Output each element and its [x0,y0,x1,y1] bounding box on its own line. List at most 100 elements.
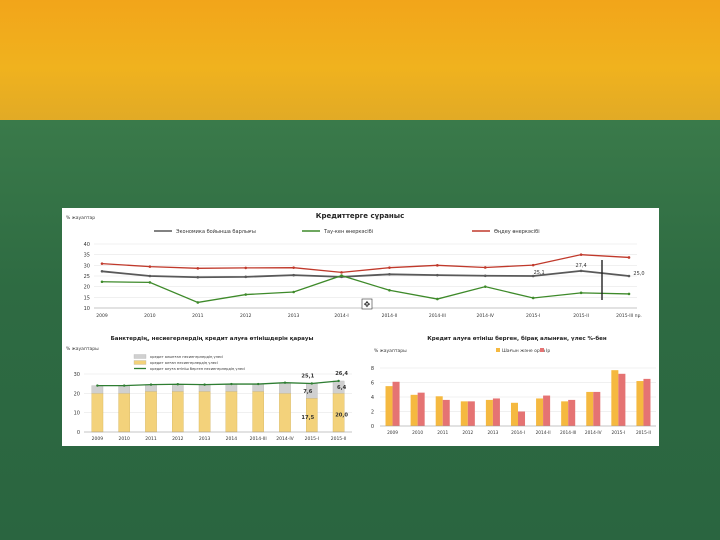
chart3-bar-sme [435,396,443,426]
chart1-point [483,285,487,288]
chart2-legend-swatch [133,360,147,365]
chart1-point [483,274,487,278]
chart3-xtick: 2014-II [536,430,551,436]
chart1-legend-label: Тау-кен өнеркәсібі [323,229,373,235]
chart1-ytick: 10 [84,306,90,312]
chart3-ytick: 0 [371,424,374,430]
chart3-xtick: 2010 [412,430,423,436]
chart3-xtick: 2009 [387,430,398,436]
chart2-legend-label: кредит алуға өтініш берген несиегерлерді… [150,367,245,371]
chart3-bar-large [593,391,601,426]
chart3-bar-large [492,398,500,426]
chart3-bar-large [417,392,425,426]
chart2-point [310,382,313,385]
chart2-bar-granted [279,393,291,433]
chart2-legend: кредит алынған несиегерлердің үлесі креди… [133,354,245,371]
chart3-bar-sme [410,394,418,426]
chart-loan-share: Кредит алуға өтініш берген, бірақ алынға… [371,335,656,436]
chart1-ytick: 30 [84,263,90,269]
chart1-point [436,264,439,267]
chart2-ytick: 0 [77,430,80,436]
chart2-point [257,382,260,386]
chart3-bar-sme [586,391,594,426]
chart3-legend-swatch [496,348,500,352]
chart1-point [388,272,391,276]
chart2-point [283,381,287,384]
chart2-point [96,384,99,387]
chart2-bar-granted [225,391,238,433]
chart1-xtick: 2015-I [526,313,540,319]
chart1-point [196,301,200,304]
chart1-title: Кредиттерге сұраныс [316,212,405,220]
chart2-point [337,379,340,383]
chart3-title: Кредит алуға өтініш берген, бірақ алынға… [427,335,607,342]
chart3-bar-large [467,401,475,426]
chart1-point [196,267,200,270]
chart2-data-label: 20,0 [335,413,348,419]
chart1-xtick: 2015-III пр. [616,313,642,319]
chart1-point [579,269,583,273]
chart1-point [148,265,152,268]
chart3-bar-sme [536,398,544,426]
chart2-title: Банктердің, несиегерлердің кредит алуға … [111,336,314,342]
chart2-point [123,384,126,387]
chart2-xtick: 2011 [145,436,157,442]
chart3-bar-large [568,399,576,426]
chart3-bar-large [643,378,651,426]
chart1-ytick: 25 [84,274,90,280]
chart1-point [292,273,295,277]
chart3-bar-large [543,395,551,426]
chart1-xtick: 2012 [240,313,252,319]
chart1-point [244,293,248,296]
chart1-xtick: 2014-III [429,313,446,319]
chart3-xtick: 2014-I [511,430,525,436]
chart3-xtick: 2015-II [636,430,651,436]
chart1-xtick: 2014-II [382,313,398,319]
chart3-xtick: 2015-I [611,430,625,436]
chart2-bar-rejected [279,382,291,394]
chart3-xtick: 2012 [462,430,473,436]
chart3-xtick: 2011 [437,430,448,436]
chart2-ytick: 10 [74,411,80,417]
chart1-legend-label: Экономика бойынша барлығы [176,228,256,235]
chart1-xtick: 2009 [96,313,108,319]
chart2-point [203,383,206,386]
chart2-data-label: 7,6 [303,389,313,395]
chart2-point [230,382,233,386]
chart3-bar-large [392,381,400,426]
chart1-point [627,274,631,278]
chart3-legend-swatch [540,348,544,352]
chart2-legend-swatch [133,354,147,359]
chart1-data-label: 25,1 [534,270,545,276]
chart3-bar-large [442,399,450,426]
chart1-data-label: 27,4 [576,263,587,269]
chart1-point [244,275,248,279]
chart3-ylabel: % жауаптары [374,348,407,354]
chart3-ytick: 6 [371,381,374,387]
chart3-bar-sme [485,399,493,426]
chart2-xtick: 2009 [92,436,104,442]
chart1-point [100,270,104,273]
chart-loan-applications: Банктердің, несиегерлердің кредит алуға … [66,336,352,442]
chart1-ytick: 15 [84,295,90,301]
chart2-data-label: 17,5 [301,415,314,421]
chart1-xtick: 2013 [288,313,300,319]
chart3-xtick: 2014-IV [585,430,602,436]
chart1-point [148,274,152,278]
chart1-point [148,281,152,284]
chart1-point [100,262,104,265]
chart3-bar-sme [636,381,644,426]
chart2-xtick: 2014 [226,436,238,442]
chart1-series-line [101,274,630,304]
chart2-point [176,383,179,386]
chart-move-handle[interactable] [361,298,373,310]
chart2-applied-line [97,380,339,387]
chart3-ytick: 2 [371,410,374,416]
chart3-bar-sme [460,401,468,426]
move-icon: ✥ [364,300,371,309]
chart2-bar-granted [118,393,130,433]
chart1-point [627,292,631,296]
chart1-legend-label: Өңдеу өнеркәсібі [494,229,540,235]
chart3-bar-sme [611,370,619,426]
chart2-bar-granted [198,391,211,433]
